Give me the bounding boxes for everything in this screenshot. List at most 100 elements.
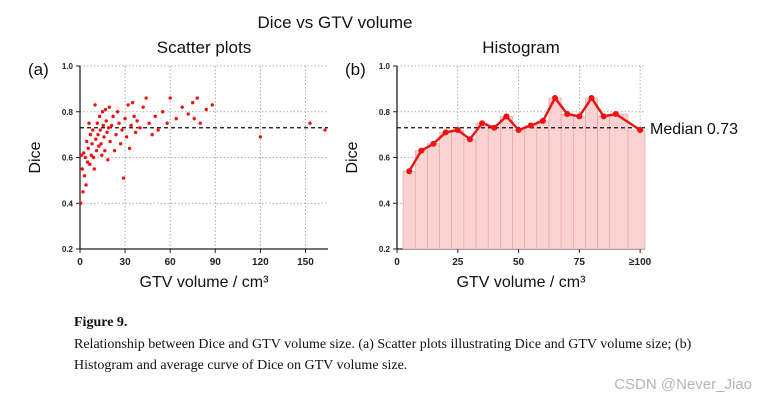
y-tick-label: 0.4: [379, 199, 391, 208]
curve-point: [576, 113, 583, 120]
watermark: CSDN @Never_Jiao: [614, 376, 752, 393]
histogram-bar: [512, 129, 525, 250]
scatter-point: [130, 100, 135, 105]
scatter-point: [141, 105, 145, 109]
histogram-bar: [500, 116, 513, 250]
curve-point: [406, 168, 413, 175]
scatter-point: [127, 146, 132, 151]
scatter-point: [82, 151, 86, 155]
x-tick-label: 50: [513, 257, 525, 268]
curve-point: [442, 129, 449, 136]
scatter-point: [100, 110, 105, 114]
scatter-point: [104, 119, 109, 123]
scatter-point: [165, 121, 169, 125]
scatter-point: [88, 162, 92, 167]
scatter-point: [105, 130, 109, 135]
scatter-point: [102, 135, 106, 139]
histogram-bar: [572, 116, 586, 250]
scatter-point: [132, 114, 136, 119]
scatter-point: [94, 137, 98, 141]
scatter-point: [91, 128, 95, 132]
histogram-bar: [451, 129, 465, 250]
curve-point: [612, 111, 619, 118]
scatter-point: [91, 155, 96, 160]
y-tick-label: 0.4: [62, 199, 74, 208]
curve-point: [515, 127, 522, 134]
x-tick-label: 90: [210, 257, 222, 268]
scatter-point: [99, 142, 103, 146]
panel-title: Scatter plots: [157, 38, 252, 57]
y-tick-label: 0.6: [379, 154, 391, 163]
y-tick-label: 0.8: [62, 108, 74, 117]
scatter-point: [192, 116, 196, 121]
curve-point: [503, 113, 510, 120]
histogram-bar: [414, 150, 428, 250]
scatter-point: [323, 128, 327, 132]
caption-label: Figure 9.: [74, 315, 128, 330]
curve-point: [600, 113, 607, 120]
scatter-point: [111, 114, 115, 119]
scatter-point: [98, 128, 102, 132]
x-tick-label: 150: [297, 257, 314, 268]
scatter-point: [195, 96, 199, 100]
scatter-point: [106, 158, 110, 162]
scatter-point: [103, 107, 108, 112]
scatter-point: [168, 96, 172, 100]
histogram-bar: [475, 122, 489, 250]
scatter-point: [121, 176, 126, 180]
scatter-point: [93, 103, 97, 107]
scatter-point: [160, 110, 165, 114]
x-axis-label: GTV volume / cm³: [140, 274, 270, 291]
scatter-point: [124, 135, 129, 139]
figure-caption: Figure 9. Relationship between Dice and …: [74, 312, 714, 376]
scatter-point: [114, 132, 118, 137]
figure-canvas: Dice vs GTV volume (a) Scatter plots 0.2 0.…: [27, 13, 738, 291]
scatter-point: [186, 112, 190, 116]
scatter-point: [103, 148, 107, 153]
scatter-point: [204, 107, 208, 112]
histogram-bar: [597, 116, 611, 250]
x-tick-label: ≥100: [629, 257, 652, 268]
histogram-bar: [402, 170, 416, 250]
scatter-point: [147, 121, 151, 125]
scatter-point: [88, 132, 93, 137]
scatter-point: [80, 167, 84, 171]
scatter-point: [153, 114, 157, 119]
median-label: Median 0.73: [650, 121, 738, 138]
histogram-bar: [560, 113, 574, 250]
histogram-bar: [548, 97, 562, 250]
curve-point: [588, 95, 595, 102]
scatter-point: [210, 103, 214, 107]
y-axis-label: Dice: [27, 141, 44, 173]
scatter-point: [133, 130, 138, 135]
y-tick-label: 1.0: [62, 62, 74, 71]
scatter-point: [123, 116, 127, 121]
scatter-point: [108, 139, 112, 144]
curve-point: [564, 111, 571, 118]
y-tick-label: 0.2: [379, 245, 391, 254]
x-tick-label: 120: [252, 257, 269, 268]
histogram-bar: [609, 113, 629, 250]
histogram-bar: [427, 143, 440, 250]
scatter-point: [100, 153, 104, 157]
scatter-point: [112, 148, 117, 153]
panel-label: (b): [345, 60, 366, 79]
caption-text: Relationship between Dice and GTV volume…: [74, 337, 692, 373]
x-tick-label: 60: [165, 257, 177, 268]
histogram-bar: [585, 97, 598, 250]
x-tick-label: 75: [574, 257, 586, 268]
scatter-point: [81, 190, 85, 194]
scatter-point: [191, 100, 195, 105]
scatter-point: [79, 201, 83, 205]
scatter-point: [120, 128, 124, 132]
curve-point: [552, 95, 559, 102]
scatter-point: [107, 105, 112, 109]
scatter-point: [89, 153, 93, 157]
x-axis-label: GTV volume / cm³: [457, 274, 587, 291]
scatter-point: [85, 139, 89, 144]
panel-b-histogram: (b) Histogram 0.2 0.4 0.6 0.8 1.0 0 25 50 75 ≥100 GT…: [344, 38, 738, 291]
curve-point: [454, 127, 461, 134]
histogram-bar: [536, 120, 550, 250]
scatter-point: [198, 121, 202, 125]
scatter-point: [135, 119, 139, 123]
